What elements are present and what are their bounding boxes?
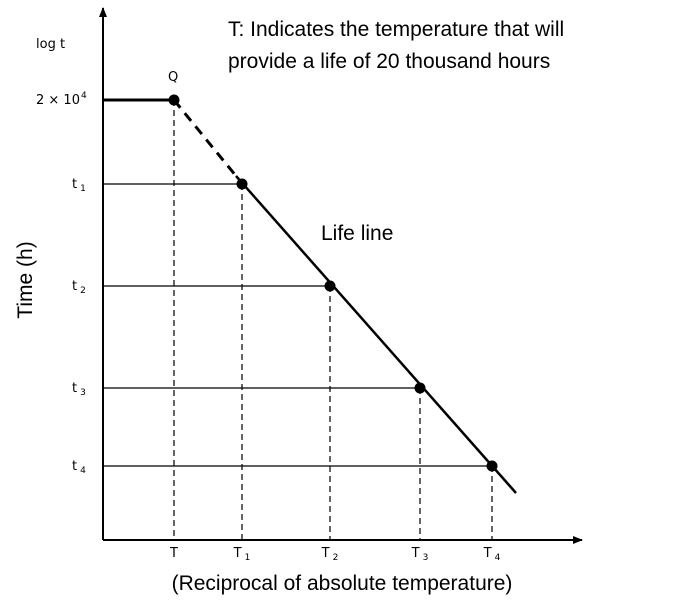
life-line — [235, 175, 517, 494]
label-main: T — [411, 546, 420, 561]
point — [168, 94, 180, 106]
label-sup: 4 — [81, 91, 87, 101]
point-label: Q — [168, 70, 178, 85]
label-main: t — [72, 381, 77, 396]
label-sub: 4 — [80, 466, 86, 476]
point — [486, 460, 498, 472]
x-label: T — [169, 546, 178, 561]
label-main: t — [72, 459, 77, 474]
note-line: T: Indicates the temperature that will — [228, 18, 564, 41]
label-main: T — [233, 546, 242, 561]
label-main: t — [72, 177, 77, 192]
point — [236, 178, 248, 190]
life-line-label: Life line — [321, 222, 393, 245]
life-line-extrapolated — [172, 99, 238, 177]
label-sub: 2 — [333, 553, 339, 563]
label-main: T — [483, 546, 492, 561]
label-sub: 3 — [423, 553, 429, 563]
y-scale-label: log t — [36, 37, 65, 52]
x-axis-label: (Reciprocal of absolute temperature) — [172, 572, 513, 595]
label-main: 2 × 10 — [36, 93, 80, 108]
label-sub: 2 — [80, 286, 86, 296]
point — [414, 382, 426, 394]
label-main: T — [169, 546, 178, 561]
label-sub: 1 — [80, 184, 86, 194]
label-sub: 4 — [495, 553, 501, 563]
label-sub: 3 — [80, 388, 86, 398]
point — [324, 280, 336, 292]
guides — [103, 100, 493, 540]
label-sub: 1 — [245, 553, 251, 563]
note-line: provide a life of 20 thousand hours — [228, 50, 550, 73]
y-label: 2 × 104 — [36, 91, 87, 108]
y-axis-label: Time (h) — [14, 241, 37, 318]
label-main: T — [321, 546, 330, 561]
label-main: t — [72, 279, 77, 294]
